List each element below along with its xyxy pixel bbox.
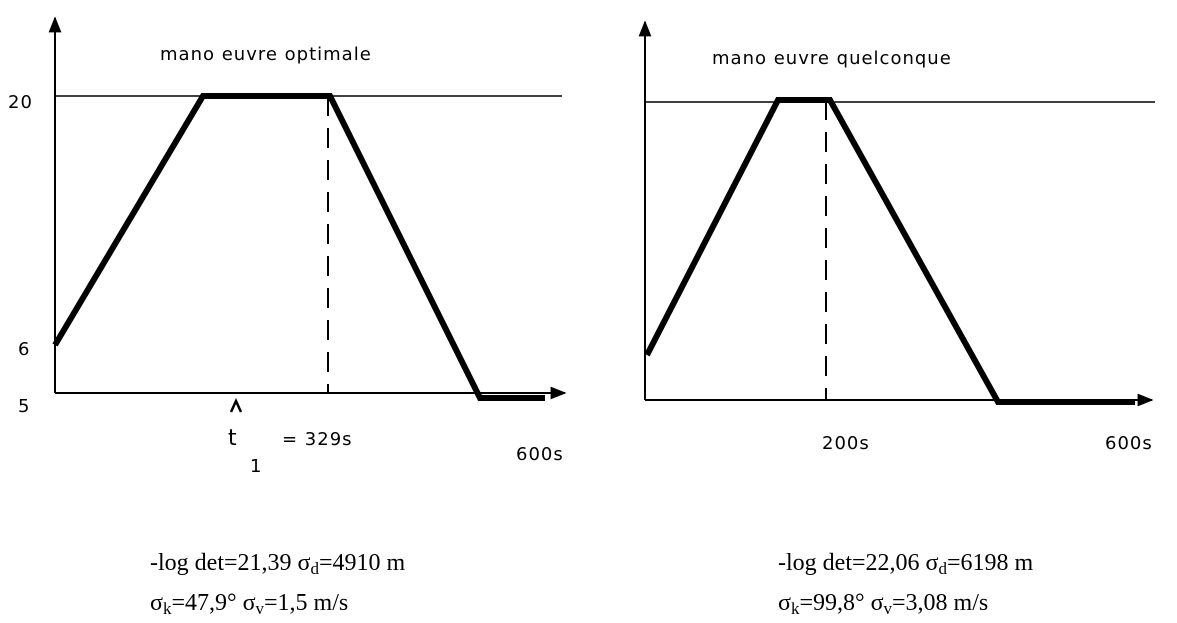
x-label: 1 [250,456,262,477]
caret [229,397,243,413]
y-label: 6 [18,339,30,360]
title: mano euvre optimale [160,44,372,65]
caption: σk=99,8° σv=3,08 m/s [778,590,988,618]
x-label: 600s [1105,433,1153,454]
profile [644,97,1135,405]
x-label: 200s [822,433,870,454]
x-label: 600s [516,444,564,465]
caption: -log det=21,39 σd=4910 m [150,550,405,578]
profile [52,93,545,401]
caption: σk=47,9° σv=1,5 m/s [150,590,348,618]
title: mano euvre quelconque [712,48,952,69]
panel-arbitrary: mano euvre quelconque 200s 600s -log det… [638,20,1155,618]
y-label: 20 [8,92,33,113]
caption: -log det=22,06 σd=6198 m [778,550,1033,578]
x-label: = 329s [282,429,353,450]
x-label: t [228,426,238,451]
y-label: 5 [18,396,30,417]
panel-optimal: mano euvre optimale 20 6 5 t 1 = 329s 60… [8,16,567,618]
